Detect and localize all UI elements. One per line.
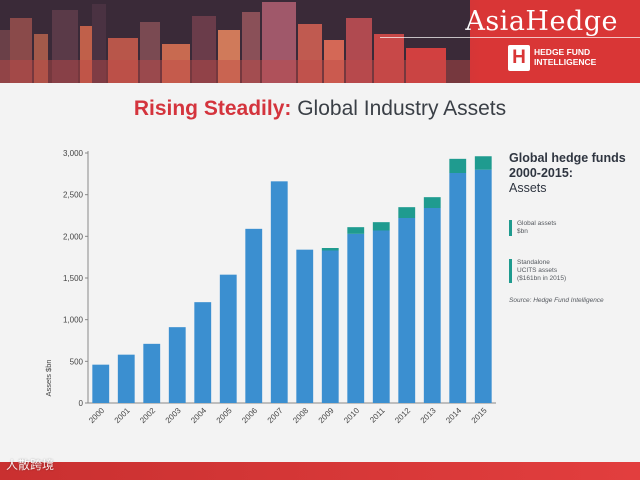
bar-global-assets <box>168 327 186 403</box>
x-tick-label: 2007 <box>266 406 285 425</box>
source-note: Source: Hedge Fund Intelligence <box>509 297 604 304</box>
bar-global-assets <box>321 250 339 403</box>
legend-title: Global hedge funds 2000-2015: Assets <box>509 151 627 196</box>
bar-ucits-assets <box>321 248 339 251</box>
bar-global-assets <box>474 169 492 403</box>
x-tick-label: 2001 <box>113 406 132 425</box>
bar-global-assets <box>117 354 135 403</box>
y-tick-label: 1,500 <box>63 274 84 283</box>
x-tick-label: 2006 <box>240 406 259 425</box>
bar-global-assets <box>296 249 314 403</box>
bar-ucits-assets <box>474 156 492 170</box>
bar-global-assets <box>143 343 161 403</box>
brand-subtitle-line2: INTELLIGENCE <box>534 57 597 67</box>
y-tick-label: 500 <box>70 357 84 366</box>
legend-item-ucits-assets: Standalone UCITS assets ($161bn in 2015) <box>509 259 566 283</box>
brand-logo-icon: H <box>508 45 530 71</box>
x-tick-label: 2003 <box>164 406 183 425</box>
brand-subtitle-line1: HEDGE FUND <box>534 47 591 57</box>
x-tick-label: 2011 <box>368 406 387 425</box>
x-tick-label: 2000 <box>87 406 106 425</box>
brand-divider <box>380 37 640 38</box>
y-tick-label: 2,500 <box>63 191 84 200</box>
footer-bar <box>0 462 640 480</box>
legend-item-label: $bn <box>517 228 528 235</box>
bar-global-assets <box>92 364 110 403</box>
y-tick-label: 1,000 <box>63 316 84 325</box>
bar-global-assets <box>219 274 237 403</box>
y-axis-label: Assets $bn <box>44 359 53 396</box>
y-tick-label: 3,000 <box>63 149 84 158</box>
watermark: 人散跨境 <box>6 458 55 472</box>
chart-title-rest: Global Industry Assets <box>291 97 507 120</box>
legend-item-global-assets: Global assets $bn <box>509 220 556 236</box>
bar-ucits-assets <box>398 207 416 218</box>
brand-name: AsiaHedge <box>465 6 618 37</box>
legend-item-label: UCITS assets <box>517 267 558 274</box>
x-tick-label: 2015 <box>470 406 489 425</box>
bar-global-assets <box>449 173 467 403</box>
bar-ucits-assets <box>372 222 390 231</box>
bar-global-assets <box>347 233 365 403</box>
header-banner: AsiaHedge H HEDGE FUND INTELLIGENCE <box>0 0 640 83</box>
x-tick-label: 2008 <box>291 406 310 425</box>
x-tick-label: 2004 <box>189 406 208 425</box>
x-tick-label: 2012 <box>393 406 412 425</box>
x-tick-label: 2002 <box>138 406 157 425</box>
legend-item-label: Standalone <box>517 259 550 266</box>
bar-ucits-assets <box>449 158 467 173</box>
x-tick-label: 2014 <box>444 406 463 425</box>
legend-item-label: ($161bn in 2015) <box>517 275 567 282</box>
bar-global-assets <box>194 302 212 403</box>
bar-ucits-assets <box>347 227 365 234</box>
y-tick-label: 2,000 <box>63 232 84 241</box>
bar-global-assets <box>245 228 263 403</box>
bar-global-assets <box>372 230 390 403</box>
x-tick-label: 2005 <box>215 406 234 425</box>
x-tick-label: 2013 <box>419 406 438 425</box>
bar-global-assets <box>423 208 441 403</box>
brand-subtitle: HEDGE FUND INTELLIGENCE <box>534 47 596 67</box>
y-tick-label: 0 <box>79 399 84 408</box>
x-tick-label: 2009 <box>317 406 336 425</box>
chart-title-highlight: Rising Steadily: <box>133 97 292 120</box>
x-tick-label: 2010 <box>342 406 361 425</box>
bar-global-assets <box>270 181 288 403</box>
city-skyline-image <box>0 0 470 83</box>
chart-title: Rising Steadily: Global Industry Assets <box>0 97 640 121</box>
bar-global-assets <box>398 218 416 403</box>
legend-subtitle: Assets <box>509 181 547 195</box>
legend-title-main: Global hedge funds 2000-2015: <box>509 151 626 180</box>
legend-item-label: Global assets <box>517 220 557 227</box>
bar-ucits-assets <box>423 197 441 208</box>
